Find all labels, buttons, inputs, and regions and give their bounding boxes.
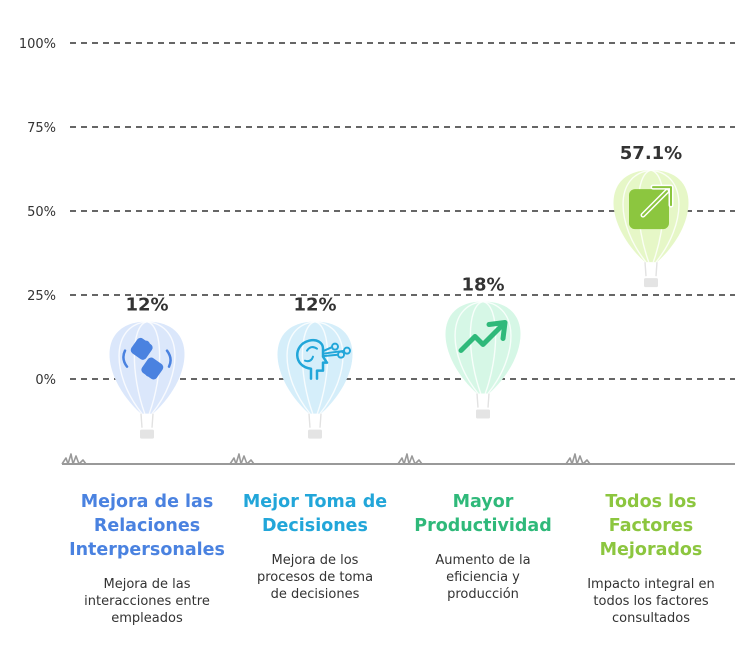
circuit-line [322, 349, 346, 355]
category-description: Mejora de las interacciones entre emplea… [84, 577, 210, 626]
external-link-box-icon [629, 184, 674, 230]
head-outline [296, 338, 329, 380]
balloon-basket [644, 278, 658, 288]
trend-line [458, 324, 504, 354]
balloon-gore [146, 320, 161, 414]
trending-up-icon [458, 320, 508, 354]
balloon-gore [286, 320, 316, 415]
grass-tuft [61, 453, 87, 465]
puzzle-icon [122, 337, 172, 380]
brain-fold [304, 346, 318, 363]
y-tick-label: 50% [27, 205, 56, 220]
balloon-gore [314, 320, 344, 415]
balloon-rope [644, 262, 658, 277]
category-2: Mejor Toma de Decisiones Mejora de los pr… [230, 490, 400, 603]
trend-arrowhead [486, 320, 508, 342]
category-title: Mayor Productividad [414, 492, 552, 536]
balloon-gore [454, 300, 484, 394]
value-label: 57.1% [620, 143, 682, 164]
link-arrow-inner [642, 186, 672, 217]
category-1: Mejora de las Relaciones Interpersonales… [62, 490, 232, 627]
grass-tuft [565, 453, 591, 465]
grass-tuft [397, 453, 423, 465]
balloon-rope [140, 413, 154, 428]
balloon-gore [118, 320, 148, 415]
category-description: Aumento de la eficiencia y producción [435, 553, 531, 602]
circuit-node [343, 346, 351, 355]
balloon-2: 12% [277, 295, 353, 439]
balloon-rope [308, 413, 322, 428]
balloon-rope [476, 393, 490, 408]
balloon-gore [469, 300, 484, 394]
puzzle-knob [142, 340, 150, 349]
balloon-gore [146, 320, 176, 415]
category-title: Mejor Toma de Decisiones [242, 492, 388, 536]
category-3: Mayor Productividad Aumento de la eficien… [398, 490, 568, 603]
balloon-1: 12% [109, 295, 185, 439]
balloon-gore [622, 169, 652, 263]
category-description: Impacto integral en todos los factores c… [587, 577, 715, 626]
category-4: Todos los Factores Mejorados Impacto inte… [566, 490, 736, 627]
y-tick-label: 75% [27, 121, 56, 136]
balloon-4: 57.1% [613, 143, 689, 288]
balloon-gore [650, 169, 680, 263]
value-label: 12% [293, 295, 336, 316]
category-title: Todos los Factores Mejorados [599, 492, 703, 560]
category-title: Mejora de las Relaciones Interpersonales [69, 492, 225, 560]
brain-circuit-icon [296, 338, 351, 380]
value-label: 12% [125, 295, 168, 316]
puzzle-arc [122, 349, 172, 368]
y-tick-label: 100% [19, 37, 56, 52]
circuit-node [331, 342, 339, 351]
balloon-basket [308, 429, 322, 439]
y-tick-label: 25% [27, 289, 56, 304]
balloon-basket [476, 409, 490, 419]
balloon-gore [482, 300, 512, 394]
puzzle-knob [145, 368, 153, 377]
balloon-gore [133, 320, 148, 414]
balloon-3: 18% [445, 275, 521, 419]
balloon-basket [140, 429, 154, 439]
balloon-gore [301, 320, 316, 414]
value-label: 18% [461, 275, 504, 296]
y-tick-label: 0% [35, 373, 56, 388]
circuit-line [322, 353, 340, 358]
category-description: Mejora de los procesos de toma de decisi… [256, 553, 374, 602]
grass-tuft [229, 453, 255, 465]
